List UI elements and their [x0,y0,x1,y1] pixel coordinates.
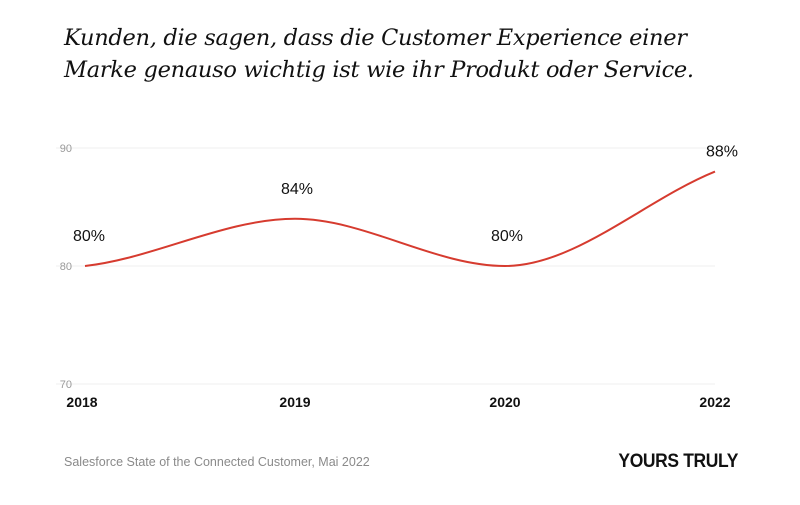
x-tick-label-2022: 2022 [699,394,730,410]
y-tick-label-90: 90 [60,143,72,155]
y-grid [56,147,715,385]
data-label-2019: 84% [281,181,313,198]
y-tick-label-80: 80 [60,261,72,273]
x-axis-ticks: 2018 2019 2020 2022 [66,394,730,410]
chart-title: Kunden, die sagen, dass die Customer Exp… [64,22,704,86]
brand-logo: YOURS TRULY [618,451,738,472]
data-label-2020: 80% [491,228,523,245]
series-line [84,170,716,268]
data-labels: 80% 84% 80% 88% [73,144,738,245]
chart-title-line-2: Marke genauso wichtig ist wie ihr Produk… [64,57,694,83]
source-note: Salesforce State of the Connected Custom… [64,455,370,469]
data-label-2022: 88% [706,144,738,161]
y-axis-ticks: 90 80 70 [60,143,72,391]
x-tick-label-2020: 2020 [489,394,520,410]
chart-title-line-1: Kunden, die sagen, dass die Customer Exp… [64,25,687,51]
x-tick-label-2018: 2018 [66,394,97,410]
data-label-2018: 80% [73,228,105,245]
x-tick-label-2019: 2019 [279,394,310,410]
y-tick-label-70: 70 [60,379,72,391]
